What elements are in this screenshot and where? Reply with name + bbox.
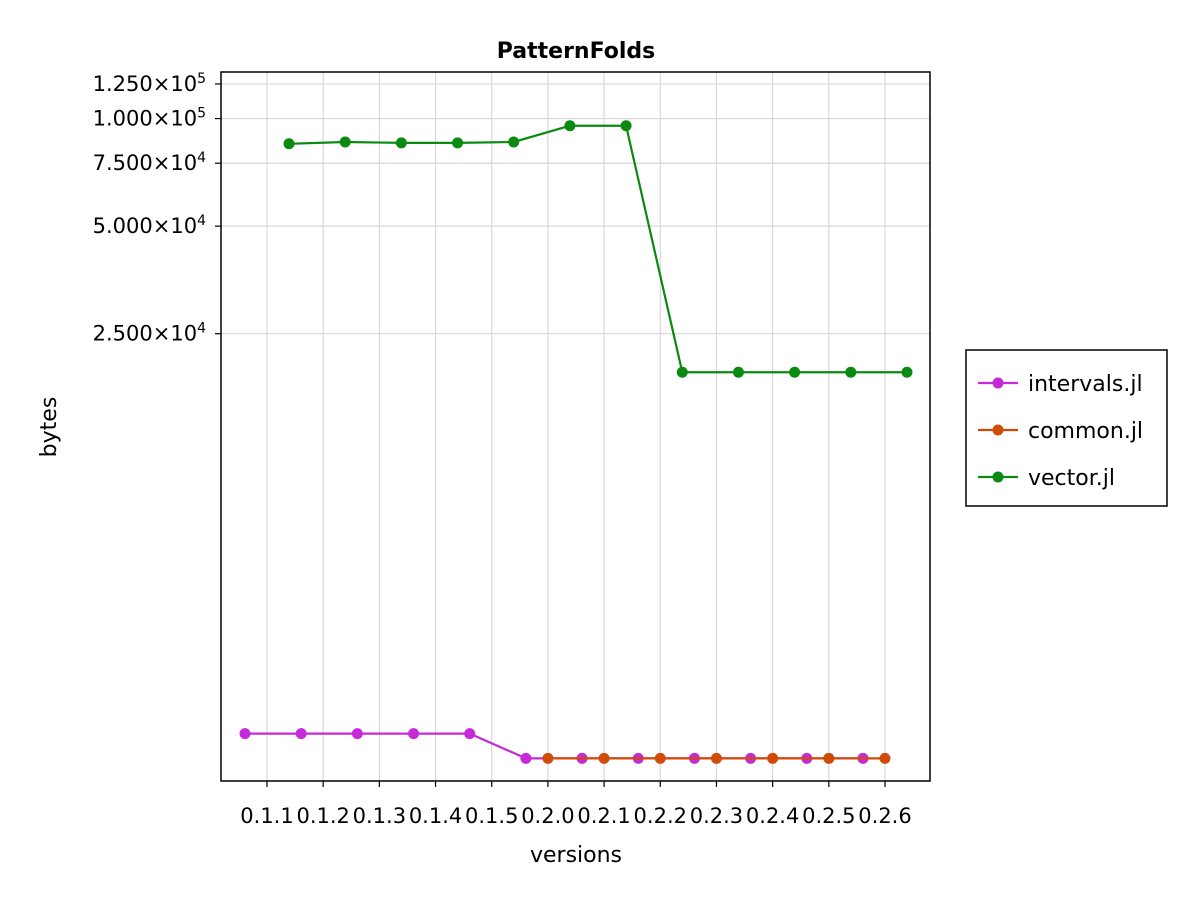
y-tick-label: 2.500×104 (93, 321, 206, 346)
plot-frame (220, 71, 931, 782)
x-tick-label: 0.2.2 (634, 804, 687, 828)
x-tick-label: 0.2.6 (858, 804, 911, 828)
x-tick-label: 0.2.4 (746, 804, 799, 828)
data-point (542, 752, 554, 764)
data-point (520, 752, 532, 764)
y-axis-label: bytes (37, 397, 62, 458)
x-axis-label: versions (530, 843, 622, 868)
y-tick-label: 1.250×105 (93, 71, 206, 96)
data-point (767, 752, 779, 764)
data-point (408, 728, 420, 740)
legend-items: intervals.jl common.jl vector.jl (978, 372, 1143, 491)
grid-layer (221, 72, 930, 781)
data-point (339, 136, 351, 148)
legend-marker (992, 424, 1004, 436)
data-point (845, 366, 857, 378)
x-tick-label: 0.2.0 (521, 804, 574, 828)
data-point (464, 728, 476, 740)
data-point (879, 752, 891, 764)
series-layer (239, 120, 913, 764)
series-line (288, 124, 907, 374)
data-point (239, 728, 251, 740)
y-tick-label: 5.000×104 (93, 213, 206, 238)
y-tick-label: 7.500×104 (93, 150, 206, 175)
x-tick-label: 0.2.1 (577, 804, 630, 828)
legend-label: vector.jl (1028, 466, 1115, 491)
data-point (283, 138, 295, 150)
legend-label: intervals.jl (1028, 372, 1143, 397)
data-point (564, 120, 576, 132)
x-tick-label: 0.1.4 (409, 804, 462, 828)
y-tick-label: 1.000×105 (93, 106, 206, 131)
x-tick-label: 0.2.3 (690, 804, 743, 828)
series-common-jl (542, 752, 891, 764)
x-tick-label: 0.1.3 (353, 804, 406, 828)
x-axis-ticks: 0.1.1 0.1.2 0.1.3 0.1.4 0.1.5 0.2.0 0.2.1 0.2.2… (240, 781, 912, 828)
data-point (823, 752, 835, 764)
data-point (295, 728, 307, 740)
legend: intervals.jl common.jl vector.jl (965, 349, 1168, 507)
data-point (901, 366, 913, 378)
series-vector-jl (283, 120, 913, 378)
x-tick-label: 0.2.5 (802, 804, 855, 828)
data-point (654, 752, 666, 764)
data-point (452, 137, 464, 149)
legend-marker (992, 471, 1004, 483)
x-tick-label: 0.1.5 (465, 804, 518, 828)
data-point (351, 728, 363, 740)
data-point (508, 136, 520, 148)
data-point (598, 752, 610, 764)
chart-title: PatternFolds (497, 39, 655, 64)
data-point (395, 137, 407, 149)
data-point (710, 752, 722, 764)
data-point (789, 366, 801, 378)
x-tick-label: 0.1.2 (296, 804, 349, 828)
x-tick-label: 0.1.1 (240, 804, 293, 828)
data-point (676, 366, 688, 378)
data-point (620, 120, 632, 132)
legend-marker (992, 377, 1004, 389)
y-axis-ticks: 2.500×104 5.000×104 7.500×104 1.000×105 1.25… (93, 71, 221, 346)
data-point (732, 366, 744, 378)
legend-label: common.jl (1028, 419, 1143, 444)
